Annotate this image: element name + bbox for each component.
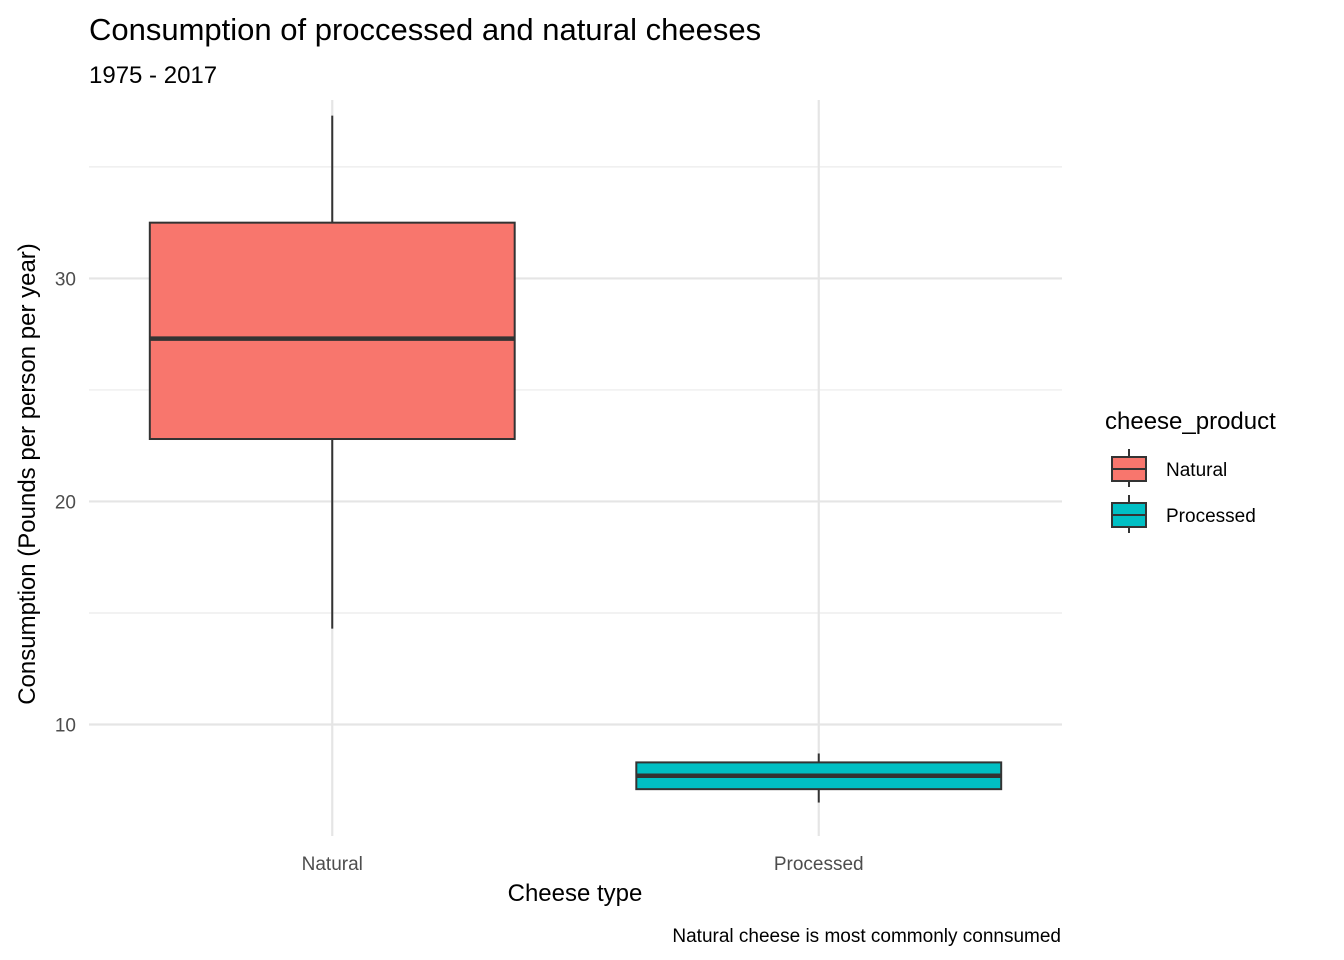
y-tick-label: 30 — [55, 269, 76, 290]
legend: cheese_product Natural Processed — [1105, 408, 1276, 533]
chart-caption: Natural cheese is most commonly connsume… — [672, 926, 1061, 947]
x-axis-label: Cheese type — [508, 880, 643, 907]
chart-title: Consumption of proccessed and natural ch… — [89, 12, 761, 47]
legend-title: cheese_product — [1105, 408, 1276, 435]
y-tick-label: 10 — [55, 715, 76, 736]
x-tick-label: Natural — [302, 854, 363, 875]
box-natural — [148, 115, 516, 629]
legend-keys: Natural Processed — [1111, 449, 1256, 533]
x-tick-label: Processed — [774, 854, 864, 875]
legend-label: Natural — [1166, 460, 1227, 481]
box-processed — [635, 753, 1003, 803]
legend-label: Processed — [1166, 506, 1256, 527]
chart-subtitle: 1975 - 2017 — [89, 62, 217, 89]
y-tick-label: 20 — [55, 492, 76, 513]
plot-panel: 10 20 30 Natural Processed — [55, 100, 1062, 875]
y-axis-label: Consumption (Pounds per person per year) — [14, 243, 41, 705]
box-iqr — [148, 221, 516, 441]
legend-item-processed: Processed — [1111, 495, 1256, 533]
legend-item-natural: Natural — [1111, 449, 1227, 487]
